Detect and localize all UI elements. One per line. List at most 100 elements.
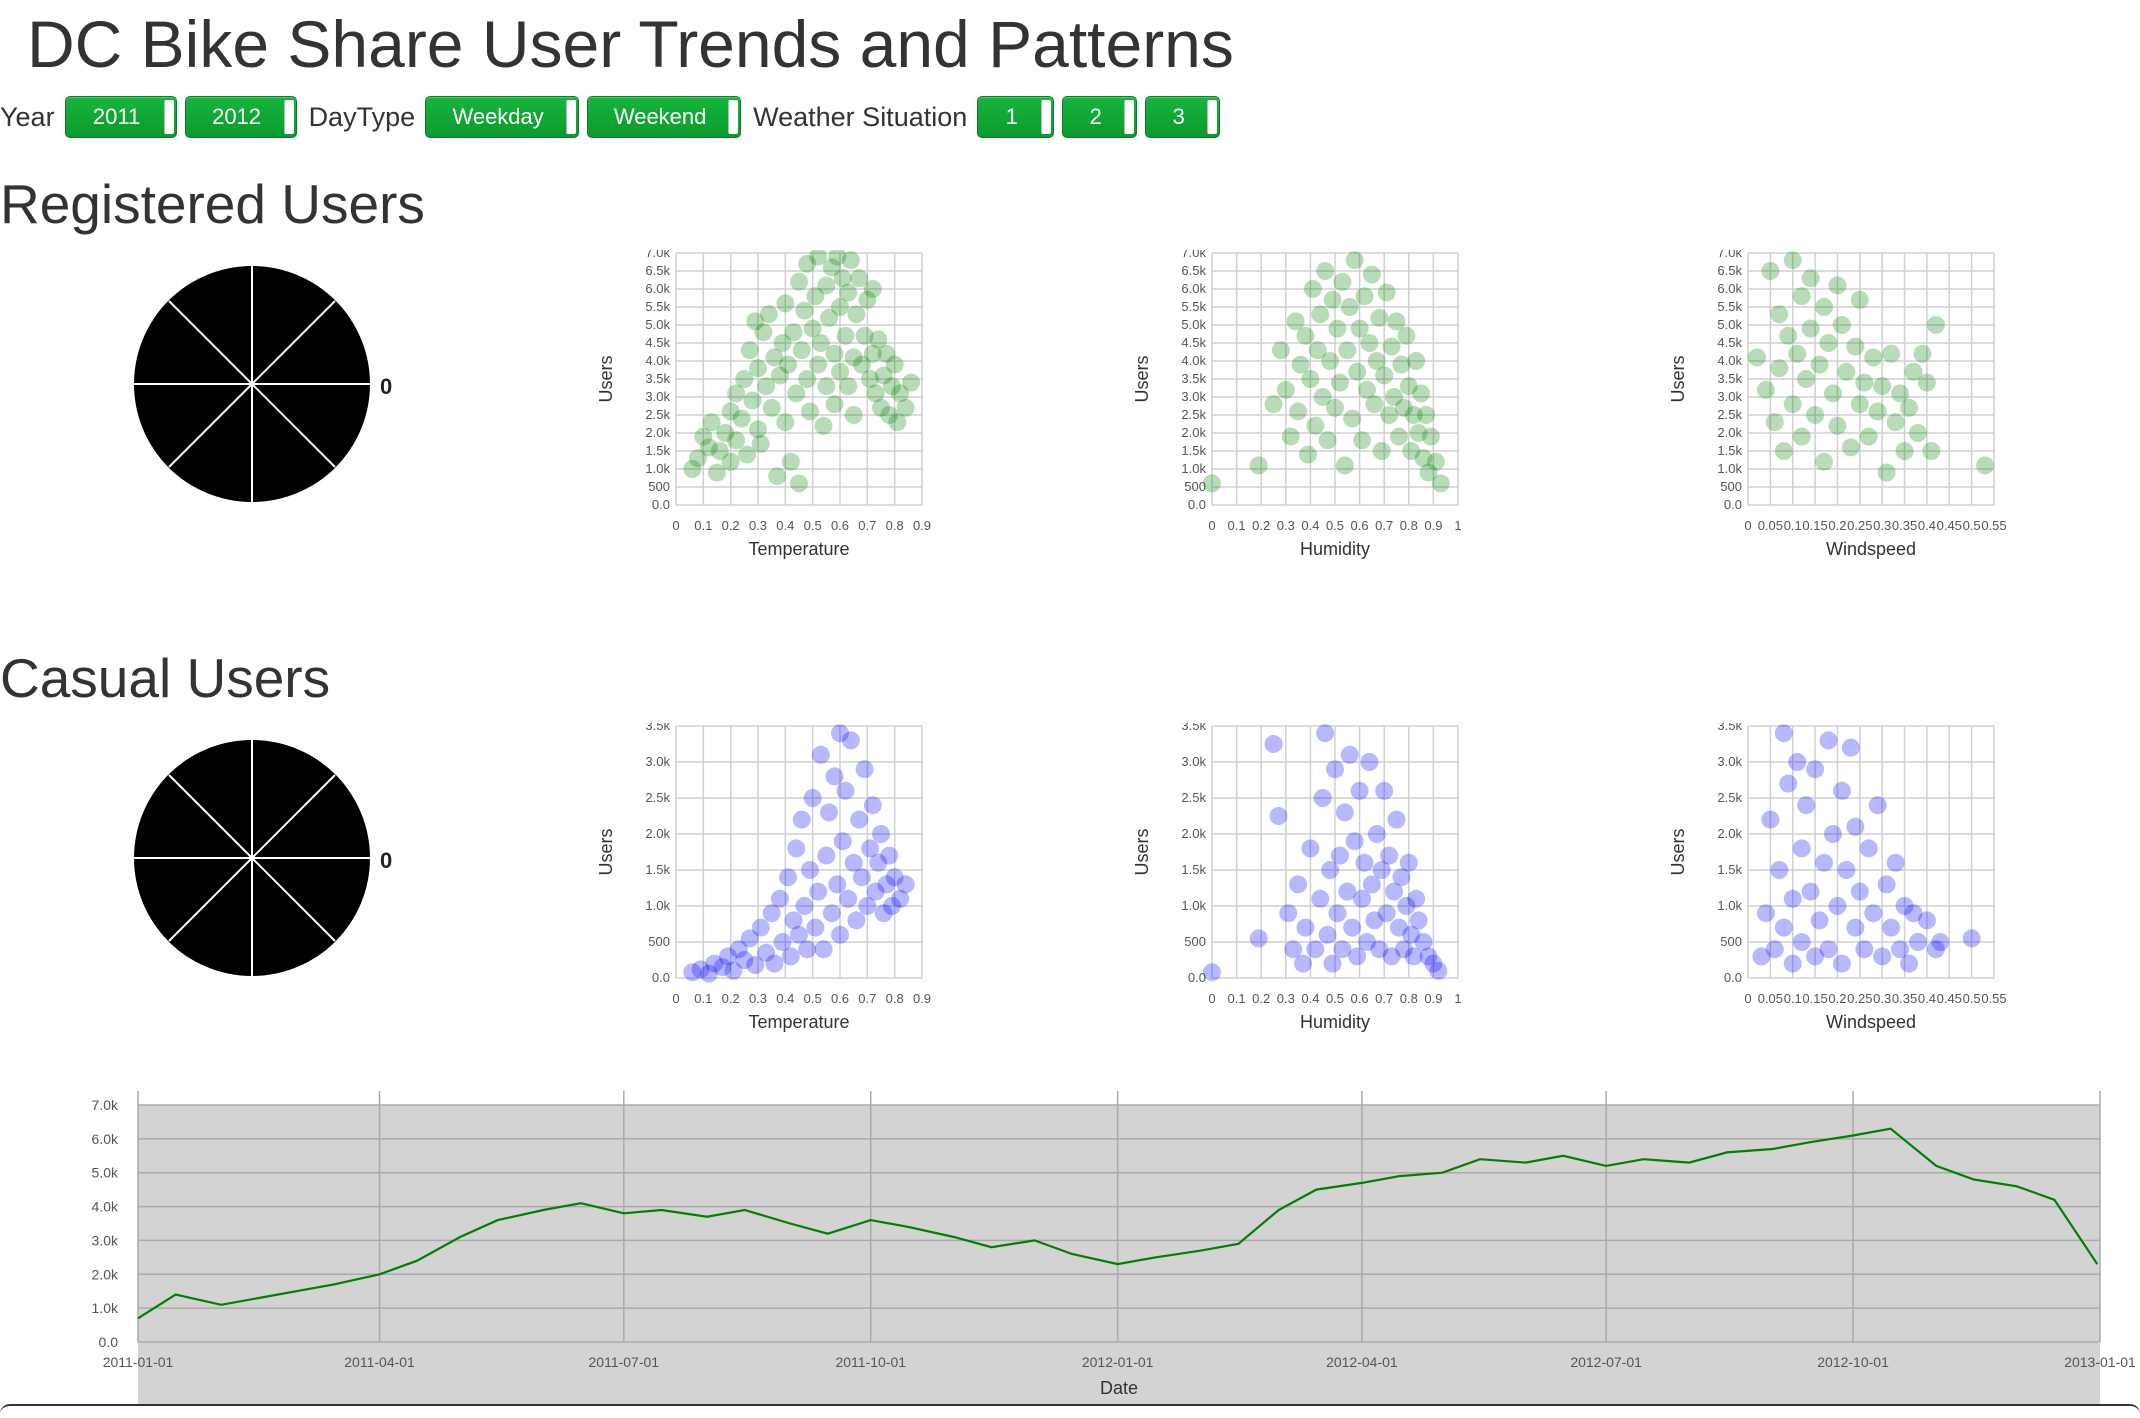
scatter-point (787, 839, 806, 858)
x-tick-label: 0.6 (831, 991, 849, 1006)
scatter-point (1891, 384, 1910, 403)
x-tick-label: 0 (1744, 518, 1751, 533)
scatter-point (1819, 940, 1838, 959)
scatter-point (705, 954, 724, 973)
y-tick-label: 3.5k (1717, 723, 1742, 733)
brush-selection[interactable] (138, 1105, 2100, 1416)
x-tick-label: 2011-07-01 (589, 1354, 660, 1370)
toggle-knob (566, 100, 577, 134)
scatter-point (891, 889, 910, 908)
x-tick-label: 0.05 (1758, 991, 1783, 1006)
scatter-point (1404, 406, 1423, 424)
scatter-point (795, 897, 814, 915)
scatter-point (1385, 882, 1404, 901)
casual-temperature-scatter[interactable]: 0 0.1 0.2 0.3 0.4 0.5 0.6 0.7 0.8 0.9 0.0 500 1.0k 1.… (598, 723, 938, 1043)
scatter-point (1311, 889, 1330, 908)
y-tick-label: 0.0 (1188, 970, 1206, 985)
scatter-point (1392, 868, 1411, 887)
y-tick-label: 6.0k (1717, 281, 1742, 296)
scatter-point (1837, 861, 1856, 879)
scatter-point (825, 344, 844, 363)
scatter-point (1284, 940, 1303, 959)
weather-3-toggle[interactable]: 3 (1145, 96, 1221, 138)
scatter-point (1399, 853, 1418, 872)
year-2012-toggle[interactable]: 2012 (184, 96, 297, 138)
scatter-point (831, 362, 849, 381)
scatter-point (1832, 316, 1851, 334)
y-tick-label: 1.0k (92, 1300, 119, 1316)
scatter-point (1421, 427, 1440, 446)
y-tick-label: 2.5k (1181, 407, 1206, 422)
scatter-point (1904, 904, 1923, 923)
x-tick-label: 0.25 (1847, 991, 1872, 1006)
y-tick-label: 1.0k (1181, 461, 1206, 476)
scatter-point (869, 330, 888, 349)
daytype-weekend-toggle[interactable]: Weekend (587, 96, 742, 138)
casual-pie-chart[interactable] (132, 738, 372, 978)
registered-humidity-scatter[interactable]: 0 0.1 0.2 0.3 0.4 0.5 0.6 0.7 0.8 0.9 1 0.0 500 1.0k 1… (1134, 250, 1474, 570)
x-tick-label: 0.25 (1847, 518, 1872, 533)
scatter-point (708, 463, 726, 482)
scatter-point (1313, 388, 1332, 406)
filter-bar: Year 2011 2012 DayType Weekday Weekend W… (0, 94, 1221, 140)
y-tick-label: 6.0k (1181, 281, 1206, 296)
window-bottom-edge (0, 1404, 2140, 1418)
scatter-point (806, 287, 825, 306)
scatter-point (1203, 474, 1221, 493)
scatter-point (1286, 312, 1305, 331)
scatter-point (694, 427, 713, 446)
scatter-point (1895, 897, 1914, 915)
scatter-point (1976, 456, 1995, 475)
scatter-point (1806, 406, 1825, 424)
scatter-point (1249, 456, 1268, 475)
scatter-point (896, 875, 915, 894)
scatter-point (1348, 947, 1367, 966)
scatter-point (1203, 963, 1221, 982)
casual-users-title: Casual Users (0, 647, 331, 709)
scatter-point (1367, 825, 1386, 843)
scatter-point (683, 460, 702, 478)
scatter-point (811, 334, 830, 352)
scatter-point (820, 308, 839, 327)
scatter-point (1357, 380, 1376, 399)
scatter-point (1846, 337, 1865, 356)
scatter-point (779, 868, 798, 887)
scatter-point (1917, 911, 1936, 930)
scatter-point (1399, 377, 1418, 396)
scatter-point (1855, 373, 1874, 392)
x-axis-label: Date (1100, 1378, 1138, 1398)
casual-humidity-scatter[interactable]: 0 0.1 0.2 0.3 0.4 0.5 0.6 0.7 0.8 0.9 1 0.0 500 1.0k 1… (1134, 723, 1474, 1043)
scatter-point (746, 312, 765, 331)
casual-windspeed-scatter[interactable]: 0 0.05 0.1 0.15 0.2 0.25 0.3 0.35 0.4 0.45 0.5 0.55… (1670, 723, 2010, 1043)
scatter-point (1387, 312, 1406, 331)
scatter-point (1801, 882, 1820, 901)
scatter-point (1797, 796, 1816, 815)
scatter-point (1271, 341, 1290, 360)
users-over-time-line-chart[interactable]: 0.0 1.0k 2.0k 3.0k 4.0k 5.0k 6.0k 7.0k 2011-01-0… (0, 1080, 2140, 1416)
scatter-point (847, 911, 866, 930)
year-2011-toggle[interactable]: 2011 (64, 96, 177, 138)
y-tick-label: 3.0k (1181, 754, 1206, 769)
scatter-point (1926, 316, 1945, 334)
scatter-point (1859, 839, 1878, 858)
scatter-point (1770, 359, 1789, 378)
registered-temperature-scatter[interactable]: 0 0.1 0.2 0.3 0.4 0.5 0.6 0.7 0.8 0.9 0.0 500 1.0k 1.… (598, 250, 938, 570)
scatter-point (1279, 904, 1298, 923)
x-tick-label: 0.3 (1277, 518, 1295, 533)
x-tick-label: 0.15 (1802, 518, 1827, 533)
scatter-point (1850, 290, 1869, 309)
scatter-point (1340, 298, 1359, 316)
scatter-point (790, 925, 808, 944)
registered-pie-chart[interactable] (132, 264, 372, 504)
scatter-point (1792, 933, 1811, 951)
x-tick-label: 0.55 (1981, 518, 2006, 533)
scatter-point (1783, 395, 1802, 414)
y-axis-label: Users (598, 828, 616, 875)
weather-1-toggle[interactable]: 1 (977, 96, 1055, 138)
toggle-label: Weekday (452, 104, 544, 129)
daytype-weekday-toggle[interactable]: Weekday (425, 96, 580, 138)
scatter-point (724, 961, 743, 980)
toggle-knob (163, 100, 174, 134)
weather-2-toggle[interactable]: 2 (1062, 96, 1138, 138)
registered-windspeed-scatter[interactable]: 0 0.05 0.1 0.15 0.2 0.25 0.3 0.35 0.4 0.45 0.5 0.55… (1670, 250, 2010, 570)
